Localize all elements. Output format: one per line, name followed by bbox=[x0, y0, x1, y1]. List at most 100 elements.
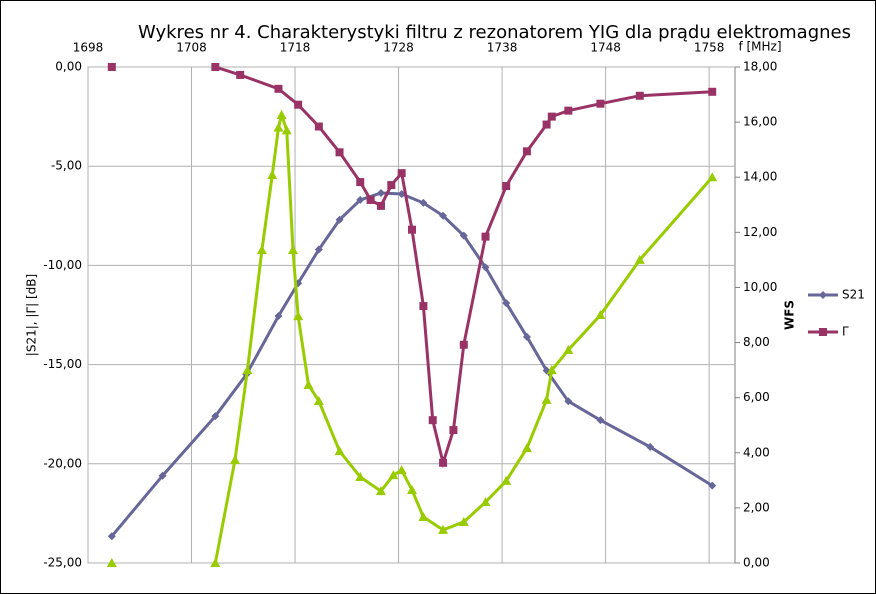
y-tick-label: -10,00 bbox=[43, 258, 82, 272]
x-tick-label: 1758 bbox=[694, 41, 725, 55]
marker bbox=[313, 395, 324, 405]
chart-title: Wykres nr 4. Charakterystyki filtru z re… bbox=[138, 22, 851, 43]
marker bbox=[707, 172, 718, 182]
marker bbox=[501, 475, 512, 485]
marker bbox=[242, 365, 253, 375]
marker bbox=[458, 516, 469, 526]
marker bbox=[819, 328, 827, 336]
marker bbox=[419, 198, 428, 207]
y2-tick-label: 6,00 bbox=[743, 390, 770, 404]
marker bbox=[502, 182, 511, 191]
marker bbox=[314, 245, 323, 254]
marker bbox=[418, 511, 429, 521]
marker bbox=[542, 120, 551, 129]
marker bbox=[634, 254, 645, 264]
marker bbox=[276, 109, 287, 119]
marker bbox=[646, 442, 655, 451]
marker bbox=[294, 100, 303, 109]
marker bbox=[521, 443, 532, 453]
marker bbox=[480, 497, 491, 507]
marker bbox=[541, 394, 552, 404]
y-axis-label: |S21|, |Γ| [dB] bbox=[25, 274, 39, 356]
marker bbox=[708, 481, 717, 490]
marker bbox=[211, 412, 220, 421]
marker bbox=[303, 379, 314, 389]
marker bbox=[267, 170, 278, 180]
marker bbox=[481, 232, 490, 241]
marker bbox=[419, 302, 428, 311]
marker bbox=[459, 340, 468, 349]
marker bbox=[397, 169, 406, 178]
marker bbox=[502, 299, 511, 308]
marker bbox=[273, 122, 284, 132]
marker bbox=[376, 201, 385, 210]
y2-tick-label: 16,00 bbox=[743, 115, 777, 129]
marker bbox=[819, 291, 827, 299]
marker bbox=[481, 263, 490, 272]
marker bbox=[107, 532, 116, 541]
x-tick-label: 1698 bbox=[73, 41, 104, 55]
marker bbox=[449, 426, 458, 435]
marker bbox=[564, 106, 573, 115]
marker bbox=[293, 311, 304, 321]
marker bbox=[376, 188, 385, 197]
marker bbox=[595, 310, 606, 319]
marker bbox=[158, 471, 167, 480]
marker bbox=[375, 486, 386, 496]
marker bbox=[564, 397, 573, 406]
marker bbox=[335, 148, 344, 157]
marker bbox=[408, 225, 417, 234]
y-tick-label: -15,00 bbox=[43, 357, 82, 371]
marker bbox=[439, 211, 448, 220]
marker bbox=[438, 524, 449, 534]
y2-axis-label: WFS bbox=[783, 300, 797, 330]
y2-tick-label: 18,00 bbox=[743, 60, 777, 74]
marker bbox=[106, 558, 117, 567]
series-line bbox=[110, 191, 714, 538]
legend-label: S21 bbox=[842, 288, 865, 302]
series-line bbox=[213, 109, 714, 564]
y2-tick-label: 10,00 bbox=[743, 280, 777, 294]
marker bbox=[563, 344, 574, 354]
marker bbox=[274, 84, 283, 93]
marker bbox=[522, 147, 531, 156]
x-tick-label: 1728 bbox=[383, 41, 414, 55]
marker bbox=[522, 332, 531, 341]
marker bbox=[546, 365, 557, 375]
marker bbox=[596, 99, 605, 108]
marker bbox=[396, 465, 407, 475]
x-tick-label: 1718 bbox=[280, 41, 311, 55]
marker bbox=[708, 87, 717, 96]
marker bbox=[635, 91, 644, 100]
marker bbox=[281, 125, 292, 135]
y-tick-label: -5,00 bbox=[51, 159, 82, 173]
x-tick-label: 1708 bbox=[176, 41, 207, 55]
plot-area bbox=[87, 66, 736, 564]
y-tick-label: -20,00 bbox=[43, 456, 82, 470]
marker bbox=[236, 70, 245, 79]
y2-tick-label: 4,00 bbox=[743, 445, 770, 459]
marker bbox=[274, 311, 283, 320]
y2-tick-label: 14,00 bbox=[743, 170, 777, 184]
marker bbox=[387, 181, 396, 190]
marker bbox=[107, 63, 116, 71]
marker bbox=[459, 231, 468, 240]
marker bbox=[356, 195, 365, 204]
marker bbox=[366, 195, 375, 204]
marker bbox=[314, 122, 323, 131]
marker bbox=[210, 558, 221, 567]
y2-tick-label: 2,00 bbox=[743, 500, 770, 514]
marker bbox=[287, 244, 298, 254]
marker bbox=[388, 470, 399, 480]
marker bbox=[407, 484, 418, 494]
y-tick-label: 0,00 bbox=[55, 60, 82, 74]
marker bbox=[335, 215, 344, 224]
marker bbox=[428, 416, 437, 425]
y2-tick-label: 8,00 bbox=[743, 335, 770, 349]
marker bbox=[355, 472, 366, 482]
y2-tick-label: 0,00 bbox=[743, 556, 770, 570]
x-tick-label: 1738 bbox=[487, 41, 518, 55]
marker bbox=[596, 416, 605, 425]
x-tick-label: 1748 bbox=[590, 41, 621, 55]
